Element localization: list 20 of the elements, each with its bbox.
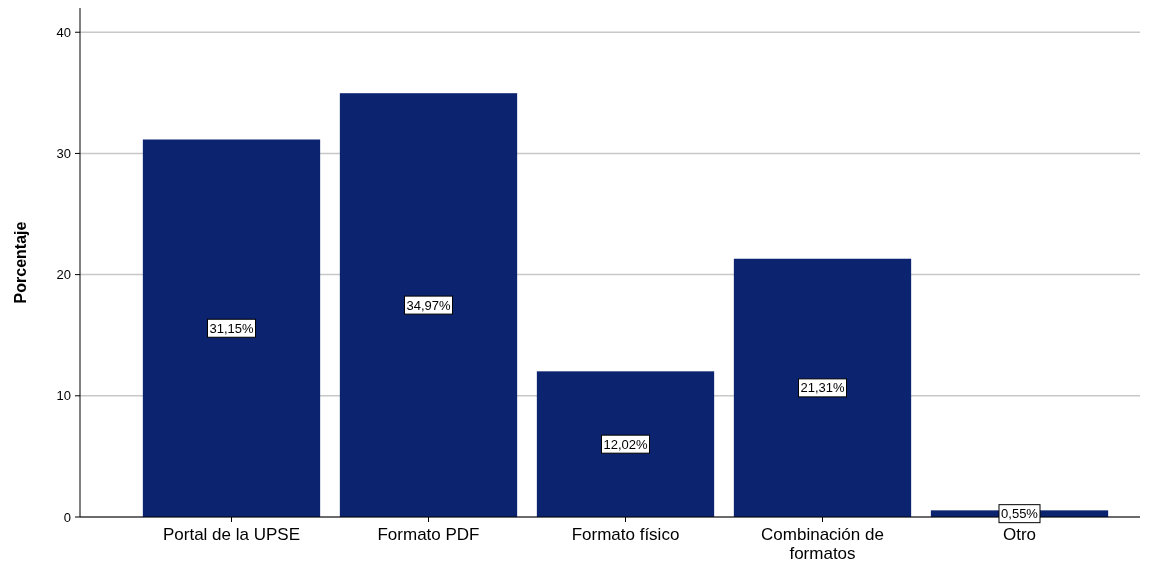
data-label: 31,15%	[209, 320, 254, 336]
data-label: 34,97%	[406, 297, 451, 313]
data-label: 12,02%	[603, 436, 648, 452]
y-axis-title: Porcentaje	[12, 221, 29, 304]
data-label: 0,55%	[1001, 506, 1039, 522]
y-tick-label: 10	[56, 388, 71, 404]
x-tick-label: Otro	[1002, 525, 1037, 544]
y-tick-label: 0	[63, 509, 71, 525]
y-tick-label: 20	[56, 267, 71, 283]
y-tick-label: 30	[56, 145, 71, 161]
x-tick-label: Portal de la UPSE	[162, 525, 301, 544]
data-label: 21,31%	[800, 380, 845, 396]
y-tick-label: 40	[56, 24, 71, 40]
x-tick-label: Formato PDF	[377, 525, 480, 544]
bar	[142, 139, 321, 517]
bar	[339, 93, 518, 517]
x-tick-label: Formato físico	[571, 525, 680, 544]
x-tick-label: Combinación de formatos	[761, 525, 884, 563]
bar	[536, 371, 715, 517]
bar	[733, 258, 912, 517]
